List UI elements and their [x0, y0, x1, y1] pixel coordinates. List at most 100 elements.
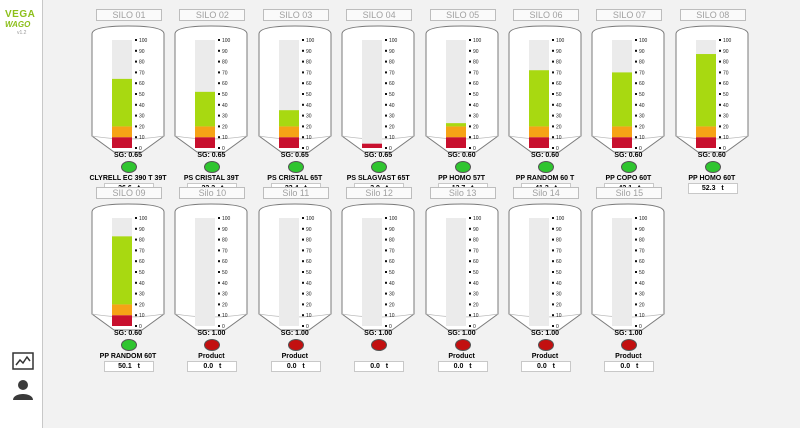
silo-tile[interactable]: Silo 10 100 90 80 70 60 50 40 30 20 10 0 SG: 1.00 Pro…: [171, 178, 251, 372]
status-indicator[interactable]: [121, 339, 137, 351]
user-icon[interactable]: [12, 378, 34, 400]
silo-grid: SILO 01 100 90 80 70 60 50 40 30 20 10 0 SG: 0.65 CLY…: [42, 0, 800, 428]
scale-tick: [135, 114, 137, 117]
scale-tick-label: 20: [139, 124, 145, 130]
scale-tick-label: 10: [222, 135, 228, 141]
status-indicator[interactable]: [121, 161, 137, 173]
scale-tick: [468, 114, 471, 117]
scale-tick-label: 60: [556, 81, 562, 87]
scale-tick: [301, 325, 304, 327]
scale-tick: [301, 314, 304, 317]
status-indicator[interactable]: [621, 339, 638, 351]
scale-tick-label: 0: [556, 324, 559, 330]
scale-tick: [635, 314, 638, 317]
specific-gravity-label: SG: 0.65: [280, 152, 309, 159]
scale-tick: [552, 325, 554, 327]
scale-tick-label: 100: [222, 216, 231, 222]
scale-tick: [635, 238, 638, 241]
scale-tick: [635, 303, 638, 306]
scale-tick: [218, 60, 221, 63]
scale-tick: [468, 281, 471, 284]
scale-tick-label: 80: [306, 60, 312, 66]
status-indicator[interactable]: [371, 161, 388, 173]
trend-chart-icon[interactable]: [12, 352, 34, 370]
silo-title: Silo 12: [346, 187, 413, 199]
scale-tick-label: 90: [222, 227, 228, 233]
scale-tick: [468, 71, 471, 74]
scale-tick: [385, 147, 388, 149]
level-track: [445, 40, 466, 148]
silo-tile[interactable]: Silo 14 100 90 80 70 60 50 40 30 20 10 0 SG: 1.00 Pro…: [505, 178, 585, 372]
specific-gravity-label: SG: 1.00: [364, 330, 393, 337]
scale-tick: [718, 93, 721, 95]
scale-tick: [635, 271, 638, 273]
silo-tile[interactable]: Silo 15 100 90 80 70 60 50 40 30 20 10 0 SG: 1.00 Pro…: [588, 178, 668, 372]
silo-tile[interactable]: SILO 06 100 90 80 70 60 50 40 30 20 10 0 SG: 0.60 PP …: [505, 0, 585, 194]
status-indicator[interactable]: [287, 339, 304, 351]
scale-tick: [468, 82, 471, 85]
sidebar: VEGA WAGO v1.2: [0, 0, 43, 428]
scale-tick: [552, 303, 554, 306]
status-indicator[interactable]: [371, 339, 388, 351]
scale-tick-label: 90: [139, 49, 145, 55]
status-indicator[interactable]: [454, 339, 471, 351]
level-bar-orange: [112, 126, 132, 138]
product-name: PP HOMO 57T: [438, 175, 486, 182]
scale-tick: [218, 93, 221, 95]
scale-tick-label: 10: [389, 313, 395, 319]
status-indicator[interactable]: [538, 339, 554, 351]
silo-tile[interactable]: SILO 07 100 90 80 70 60 50 40 30 20 10 0 SG: 0.60 PP …: [588, 0, 668, 194]
level-bar-green: [612, 72, 633, 127]
scale-tick-label: 70: [139, 70, 145, 76]
scale-tick: [718, 39, 721, 41]
silo-tile[interactable]: SILO 03 100 90 80 70 60 50 40 30 20 10 0 SG: 0.65 PS …: [255, 0, 335, 194]
weight-field: 0.0 t: [354, 361, 405, 372]
scale-tick: [218, 49, 221, 52]
scale-tick: [135, 217, 137, 219]
scale-tick-label: 20: [473, 302, 479, 308]
scale-tick: [385, 125, 388, 128]
scale-tick: [218, 217, 221, 219]
scale-tick-label: 10: [139, 313, 145, 319]
silo-tile[interactable]: Silo 12 100 90 80 70 60 50 40 30 20 10 0 SG: 1.00 0.0…: [338, 178, 418, 372]
scale-tick-label: 40: [306, 103, 312, 109]
silo-tile[interactable]: SILO 08 100 90 80 70 60 50 40 30 20 10 0 SG: 0.60 PP …: [672, 0, 752, 194]
status-indicator[interactable]: [704, 161, 721, 173]
status-indicator[interactable]: [287, 161, 304, 173]
specific-gravity-label: SG: 0.60: [697, 152, 726, 159]
scale-tick: [301, 114, 304, 117]
scale-tick: [218, 125, 221, 128]
silo-tile[interactable]: SILO 02 100 90 80 70 60 50 40 30 20 10 0 SG: 0.65 PS …: [171, 0, 251, 194]
silo-tile[interactable]: Silo 13 100 90 80 70 60 50 40 30 20 10 0 SG: 1.00 Pro…: [422, 178, 502, 372]
status-indicator[interactable]: [454, 161, 471, 173]
silo-tile[interactable]: SILO 04 100 90 80 70 60 50 40 30 20 10 0 SG: 0.65 PS …: [338, 0, 418, 194]
status-indicator[interactable]: [538, 161, 554, 173]
silo-tile[interactable]: SILO 09 100 90 80 70 60 50 40 30 20 10 0 SG: 0.60 PP …: [88, 178, 168, 372]
weight-unit: t: [721, 185, 724, 192]
scale-tick-label: 80: [639, 238, 645, 244]
status-indicator[interactable]: [621, 161, 638, 173]
silo-tile[interactable]: SILO 05 100 90 80 70 60 50 40 30 20 10 0 SG: 0.60 PP …: [422, 0, 502, 194]
scale-tick-label: 70: [222, 70, 228, 76]
product-name: PS CRISTAL 65T: [267, 175, 323, 182]
scale-tick-label: 80: [389, 238, 395, 244]
scale-tick: [218, 303, 221, 306]
scale-tick-label: 20: [306, 124, 312, 130]
scale-tick-label: 0: [389, 146, 392, 152]
level-bar-red: [362, 143, 383, 148]
scale-tick-label: 30: [306, 292, 312, 298]
silo-tile[interactable]: SILO 01 100 90 80 70 60 50 40 30 20 10 0 SG: 0.65 CLY…: [88, 0, 168, 194]
status-indicator[interactable]: [204, 161, 221, 173]
scale-tick: [135, 93, 137, 95]
specific-gravity-label: SG: 0.60: [530, 152, 559, 159]
status-indicator[interactable]: [204, 339, 221, 351]
silo-tile[interactable]: Silo 11 100 90 80 70 60 50 40 30 20 10 0 SG: 1.00 Pro…: [255, 178, 335, 372]
scale-tick-label: 10: [556, 313, 562, 319]
scale-tick-label: 70: [556, 70, 562, 76]
scale-tick-label: 10: [306, 135, 312, 141]
scale-tick: [301, 49, 304, 52]
scale-tick: [135, 147, 137, 149]
scale-tick-label: 80: [723, 60, 729, 66]
silo-title: SILO 01: [96, 9, 162, 21]
